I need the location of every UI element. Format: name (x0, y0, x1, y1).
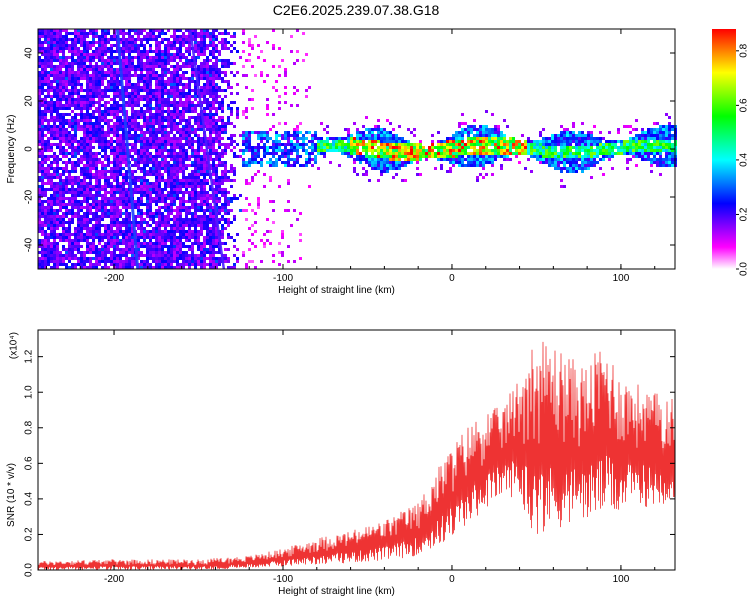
colorbar-tick-label: 0.4 (739, 153, 750, 167)
colorbar (712, 29, 736, 269)
y-tick-label: 1.2 (24, 349, 35, 363)
snr-frame (37, 329, 676, 571)
y-tick-label: 40 (24, 47, 35, 59)
x-axis-label: Height of straight line (km) (278, 586, 395, 597)
y-axis-multiplier: (x10⁴) (9, 332, 20, 359)
colorbar-tick-label: 0.2 (739, 207, 750, 221)
y-tick-label: -20 (24, 189, 35, 204)
heatmap-cells (38, 29, 677, 269)
colorbar-tick-label: 0.8 (739, 43, 750, 57)
y-tick-label: 0.4 (24, 492, 35, 506)
x-tick-label: -100 (273, 574, 293, 585)
y-tick-label: 0 (24, 146, 35, 152)
x-tick-label: -200 (104, 273, 124, 284)
y-tick-label: 0.8 (24, 420, 35, 434)
x-tick-label: 100 (613, 273, 630, 284)
colorbar-tick-label: 0.0 (739, 262, 750, 276)
x-tick-label: 0 (449, 273, 455, 284)
heatmap-streak (188, 28, 226, 270)
heatmap-streak (115, 28, 140, 270)
y-axis-label: Frequency (Hz) (6, 115, 17, 184)
x-tick-label: 0 (449, 574, 455, 585)
y-tick-label: 0.2 (24, 527, 35, 541)
chart-title: C2E6.2025.239.07.38.G18 (272, 2, 440, 18)
y-tick-label: 0.6 (24, 456, 35, 470)
x-tick-label: 100 (613, 574, 630, 585)
x-axis-label: Height of straight line (km) (278, 285, 395, 296)
y-tick-label: 0.0 (24, 563, 35, 577)
x-tick-label: -100 (273, 273, 293, 284)
y-tick-label: -40 (24, 237, 35, 252)
y-tick-label: 1.0 (24, 385, 35, 399)
x-tick-label: -200 (104, 574, 124, 585)
y-tick-label: 20 (24, 95, 35, 107)
snr-series-line (37, 341, 676, 571)
y-axis-label: SNR (10 * v/v) (6, 463, 17, 527)
colorbar-tick-label: 0.6 (739, 98, 750, 112)
